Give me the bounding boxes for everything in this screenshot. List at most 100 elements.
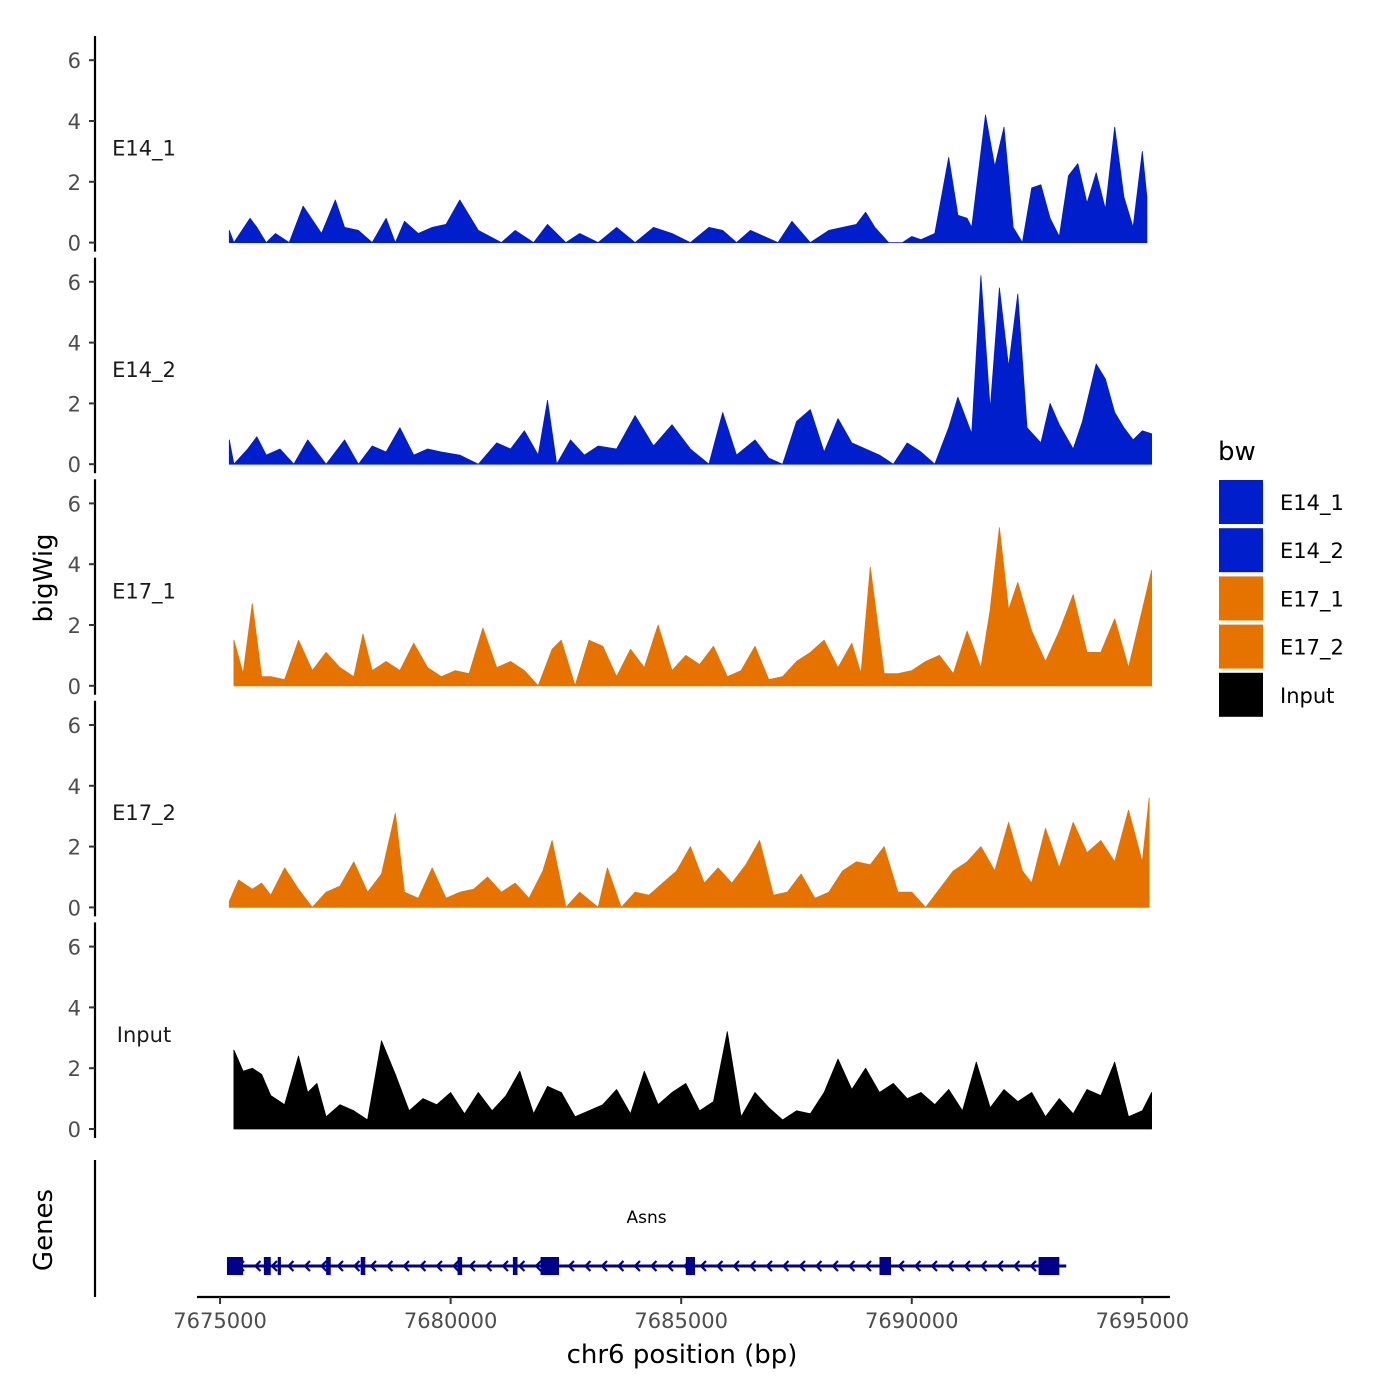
strand-arrow xyxy=(946,1260,955,1272)
y-tick-label: 4 xyxy=(68,332,81,356)
strand-arrow xyxy=(484,1260,493,1272)
strand-arrow xyxy=(270,1260,278,1272)
exon xyxy=(263,1257,271,1275)
y-tick-label: 2 xyxy=(68,171,81,195)
strand-arrow xyxy=(1012,1260,1021,1272)
track-label: E17_2 xyxy=(112,801,176,826)
strand-arrow xyxy=(649,1260,658,1272)
track-label: E14_2 xyxy=(112,358,176,383)
y-tick-label: 2 xyxy=(68,836,81,860)
strand-arrow xyxy=(253,1260,262,1272)
strand-arrow xyxy=(1029,1260,1037,1272)
strand-arrow xyxy=(963,1260,971,1272)
strand-arrow xyxy=(600,1260,608,1272)
strand-arrow xyxy=(979,1260,988,1272)
strand-arrow xyxy=(286,1260,295,1272)
strand-arrow xyxy=(435,1260,443,1272)
track-e17-2: 0 2 4 6 E17_2 xyxy=(68,700,1150,920)
exon xyxy=(277,1257,281,1275)
y-tick-label: 4 xyxy=(68,553,81,577)
strand-arrow xyxy=(616,1260,625,1272)
exon xyxy=(326,1257,331,1275)
y-tick-label: 6 xyxy=(68,271,81,295)
y-tick-label: 4 xyxy=(68,775,81,799)
track-e14-1: 0 2 4 6 E14_1 xyxy=(68,36,1148,256)
strand-arrow xyxy=(699,1260,707,1272)
coverage-area-e17-1 xyxy=(233,527,1152,687)
legend-label: E17_2 xyxy=(1280,636,1344,661)
coverage-area-e14-2 xyxy=(228,275,1152,465)
y-tick-label: 6 xyxy=(68,492,81,516)
strand-arrow xyxy=(567,1260,575,1272)
exon xyxy=(1038,1257,1060,1275)
coverage-area-e14-1 xyxy=(228,114,1148,243)
strand-arrow xyxy=(715,1260,724,1272)
strand-arrow xyxy=(352,1260,361,1272)
strand-arrow xyxy=(303,1260,311,1272)
legend: bw E14_1 E14_2 E17_1 E17_2 Input xyxy=(1218,437,1344,717)
strand-arrow xyxy=(666,1260,674,1272)
exon xyxy=(512,1257,518,1275)
y-tick-label: 0 xyxy=(68,675,81,699)
y-tick-label: 6 xyxy=(68,936,81,960)
y-axis-title: bigWig xyxy=(29,533,59,622)
gene-asns: Asns xyxy=(226,1208,1067,1275)
strand-arrow xyxy=(930,1260,938,1272)
strand-arrow xyxy=(534,1260,542,1272)
strand-arrow xyxy=(864,1260,872,1272)
strand-arrow xyxy=(583,1260,592,1272)
coverage-area-e17-2 xyxy=(228,797,1150,908)
gene-track: Asns xyxy=(93,1160,1067,1297)
x-tick-label: 7695000 xyxy=(1096,1309,1190,1333)
strand-arrow xyxy=(319,1260,328,1272)
y-tick-label: 4 xyxy=(68,996,81,1020)
y-tick-label: 4 xyxy=(68,110,81,134)
track-input: 0 2 4 6 Input xyxy=(68,922,1152,1142)
exon xyxy=(685,1257,696,1275)
strand-arrow xyxy=(781,1260,790,1272)
strand-arrow xyxy=(418,1260,427,1272)
strand-arrow xyxy=(831,1260,839,1272)
track-label: Input xyxy=(117,1023,171,1047)
x-tick-label: 7675000 xyxy=(173,1309,267,1333)
strand-arrow xyxy=(897,1260,905,1272)
strand-arrow xyxy=(748,1260,757,1272)
legend-label: Input xyxy=(1280,684,1334,708)
strand-arrow xyxy=(798,1260,806,1272)
track-e17-1: 0 2 4 6 E17_1 xyxy=(68,479,1152,699)
gene-track-title: Genes xyxy=(29,1189,59,1271)
strand-arrow xyxy=(765,1260,773,1272)
strand-arrow xyxy=(633,1260,641,1272)
track-label: E14_1 xyxy=(112,136,176,161)
legend-swatch-e17-2 xyxy=(1219,624,1263,669)
legend-swatch-e14-1 xyxy=(1219,480,1263,524)
y-tick-label: 0 xyxy=(68,896,81,920)
track-label: E17_1 xyxy=(112,580,176,605)
strand-arrow xyxy=(385,1260,394,1272)
strand-arrow xyxy=(468,1260,476,1272)
y-tick-label: 0 xyxy=(68,1118,81,1142)
exon xyxy=(226,1257,244,1275)
strand-arrow xyxy=(847,1260,856,1272)
strand-arrow xyxy=(369,1260,377,1272)
strand-arrow xyxy=(451,1260,460,1272)
legend-swatch-e17-1 xyxy=(1219,576,1263,621)
legend-swatch-input xyxy=(1219,672,1263,717)
legend-label: E17_1 xyxy=(1280,587,1344,612)
strand-arrow xyxy=(913,1260,922,1272)
y-tick-label: 0 xyxy=(68,453,81,477)
x-axis: 7675000 7680000 7685000 7690000 7695000 xyxy=(173,1295,1190,1333)
y-tick-label: 2 xyxy=(68,1057,81,1081)
gene-label: Asns xyxy=(627,1208,667,1228)
exon xyxy=(360,1257,366,1275)
strand-arrow xyxy=(501,1260,509,1272)
exon xyxy=(879,1257,892,1275)
legend-label: E14_2 xyxy=(1280,539,1344,564)
strand-arrow xyxy=(402,1260,410,1272)
x-tick-label: 7680000 xyxy=(404,1309,498,1333)
track-e14-2: 0 2 4 6 E14_2 xyxy=(68,257,1152,477)
x-axis-title: chr6 position (bp) xyxy=(567,1340,798,1370)
legend-title: bw xyxy=(1218,437,1256,467)
y-tick-label: 6 xyxy=(68,714,81,738)
